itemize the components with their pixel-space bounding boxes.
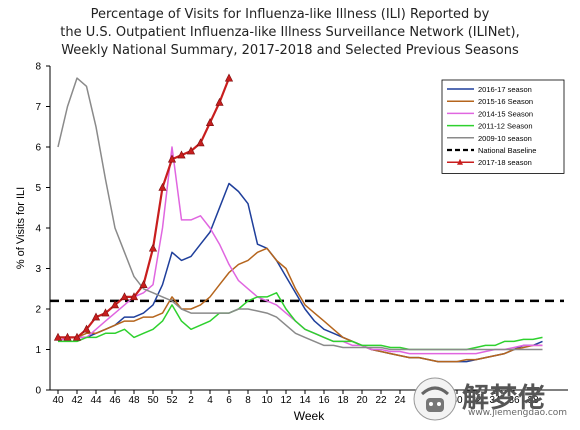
series-marker xyxy=(53,332,63,341)
x-tick-label: 16 xyxy=(318,395,330,406)
x-tick-label: 6 xyxy=(226,395,232,406)
x-tick-label: 44 xyxy=(90,395,102,406)
series-marker xyxy=(139,280,148,289)
x-tick-label: 2 xyxy=(188,395,194,406)
y-tick-label: 6 xyxy=(35,143,41,154)
title-line-1: Percentage of Visits for Influenza-like … xyxy=(90,7,490,22)
x-tick-label: 34 xyxy=(489,395,501,406)
x-tick-label: 24 xyxy=(394,395,406,406)
x-tick-label: 14 xyxy=(299,395,311,406)
series-marker xyxy=(72,332,82,341)
x-tick-label: 50 xyxy=(147,395,159,406)
x-axis-label: Week xyxy=(294,409,325,423)
legend-box xyxy=(441,79,565,174)
series-marker xyxy=(82,324,91,333)
x-tick-label: 38 xyxy=(527,395,539,406)
x-tick-label: 4 xyxy=(207,395,213,406)
legend-label: 2014-15 Season xyxy=(478,109,533,118)
series-line-5 xyxy=(58,77,231,339)
x-tick-label: 12 xyxy=(280,395,292,406)
title-line-3: Weekly National Summary, 2017-2018 and S… xyxy=(61,43,519,58)
legend-label: 2011-12 Season xyxy=(478,122,533,131)
legend-label: 2017-18 season xyxy=(478,158,532,167)
series-line-2 xyxy=(57,146,543,355)
x-tick-label: 8 xyxy=(245,395,251,406)
x-tick-label: 10 xyxy=(261,395,273,406)
series-line-0 xyxy=(58,182,543,363)
y-tick-label: 1 xyxy=(35,345,41,356)
series-marker xyxy=(177,150,186,159)
legend-marker xyxy=(457,158,463,165)
x-tick-label: 30 xyxy=(451,395,463,406)
y-tick-label: 0 xyxy=(35,386,41,397)
series-marker xyxy=(205,118,215,126)
series-marker xyxy=(167,154,177,163)
y-tick-label: 7 xyxy=(35,102,41,113)
series-marker xyxy=(186,146,196,155)
watermark-url: www.jiemengdao.com xyxy=(468,408,568,418)
x-tick-label: 52 xyxy=(166,395,178,406)
y-tick-label: 4 xyxy=(35,224,41,235)
y-tick-label: 5 xyxy=(35,183,41,194)
x-tick-label: 40 xyxy=(52,395,64,406)
watermark-logo-icon xyxy=(413,377,457,421)
series-marker xyxy=(110,300,120,309)
series-line-4 xyxy=(57,77,543,351)
series-marker xyxy=(129,292,139,301)
watermark-text: 解梦佬 xyxy=(462,383,546,414)
legend-label: 2015-16 Season xyxy=(478,97,533,106)
x-tick-label: 48 xyxy=(128,395,140,406)
x-tick-label: 32 xyxy=(470,395,482,406)
series-marker xyxy=(63,332,72,341)
y-tick-label: 8 xyxy=(35,62,41,73)
series-marker xyxy=(215,97,224,106)
series-marker xyxy=(196,138,205,147)
x-tick-label: 36 xyxy=(508,395,520,406)
series-marker xyxy=(91,312,101,321)
watermark: 解梦佬 www.jiemengdao.com xyxy=(404,374,574,424)
legend-label: 2009-10 season xyxy=(478,134,532,143)
legend-label: 2016-17 season xyxy=(478,85,532,94)
y-tick-label: 2 xyxy=(35,305,41,316)
x-tick-label: 46 xyxy=(109,395,121,406)
legend-label: National Baseline xyxy=(478,146,536,155)
y-tick-label: 3 xyxy=(35,264,41,275)
series-line-1 xyxy=(58,247,543,363)
x-tick-label: 20 xyxy=(356,395,368,406)
series-marker xyxy=(101,308,110,317)
series-marker xyxy=(158,182,167,191)
title-line-2: the U.S. Outpatient Influenza-like Illne… xyxy=(60,25,520,40)
x-tick-label: 22 xyxy=(375,395,387,406)
series-marker xyxy=(120,292,129,301)
series-marker xyxy=(148,243,158,252)
x-tick-label: 18 xyxy=(337,395,349,406)
series-marker xyxy=(224,73,234,82)
y-axis-label: % of Visits for ILI xyxy=(15,187,27,269)
x-tick-label: 42 xyxy=(71,395,83,406)
